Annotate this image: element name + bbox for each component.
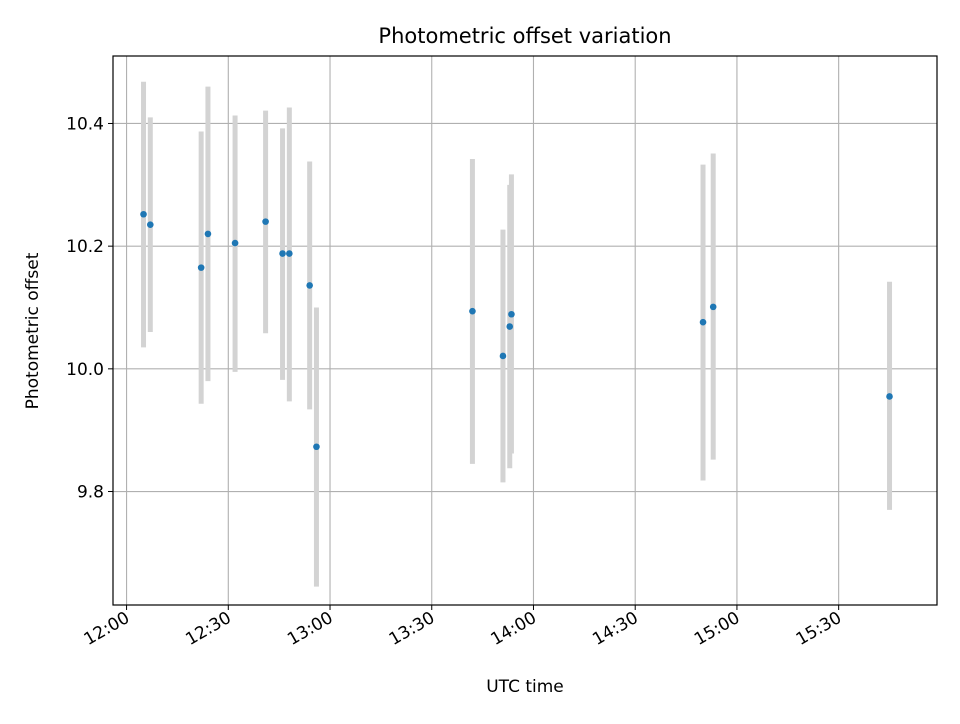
y-tick-label: 10.2	[66, 237, 104, 257]
data-point	[279, 250, 286, 257]
y-tick-label: 9.8	[77, 483, 104, 503]
data-point	[709, 303, 717, 311]
data-point	[469, 307, 476, 315]
data-point	[313, 443, 320, 451]
x-axis-label: UTC time	[486, 677, 564, 697]
data-point	[506, 323, 514, 330]
data-point	[699, 318, 707, 326]
y-axis-label: Photometric offset	[23, 252, 43, 409]
y-tick-label: 10.4	[66, 114, 104, 134]
axes-frame	[112, 55, 938, 606]
data-point	[508, 310, 515, 318]
data-point	[262, 218, 269, 225]
data-point	[886, 393, 893, 400]
point-layer	[140, 210, 893, 451]
data-point	[306, 282, 313, 289]
data-point	[231, 239, 239, 247]
data-point	[499, 352, 507, 360]
data-point	[204, 230, 212, 238]
data-point	[140, 210, 147, 218]
data-point	[147, 221, 154, 228]
data-point	[197, 264, 205, 271]
grid-layer	[113, 56, 937, 605]
data-point	[286, 250, 293, 257]
y-tick-layer: 9.8 10.0 10.2 10.4	[66, 114, 113, 503]
y-tick-label: 10.0	[66, 360, 104, 380]
chart-title: Photometric offset variation	[378, 24, 671, 48]
